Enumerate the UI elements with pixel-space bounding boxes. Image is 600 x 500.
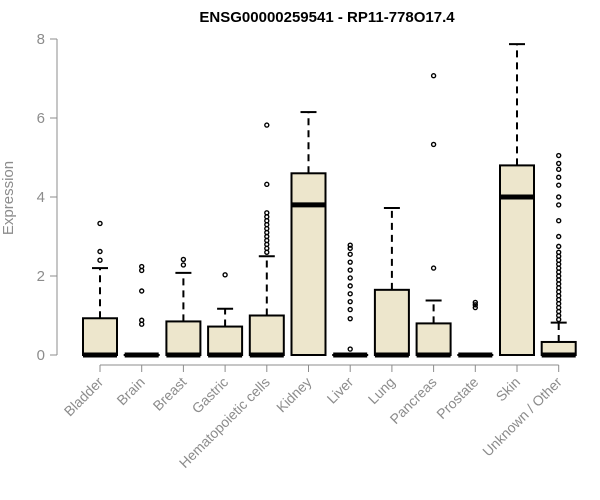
box-prostate [457,299,494,358]
y-tick-label: 8 [37,31,45,48]
outlier-point [556,166,562,173]
box-rect [415,322,452,356]
x-tick-label: Breast [150,374,190,414]
box-brain [123,263,160,358]
outlier-point [472,304,478,311]
y-axis-label: Expression [0,161,17,235]
x-tick-label: Prostate [433,374,481,422]
x-tick-label: Lung [365,374,398,407]
outlier-point [97,257,103,263]
x-tick-label: Unknown / Other [479,374,565,460]
outlier-point [472,299,478,306]
outlier-point [347,315,353,322]
box-gastric [207,272,244,358]
x-tick-label: Brain [113,374,147,408]
outlier-point [138,317,145,323]
outlier-point [430,73,437,79]
box-rect [207,325,244,356]
outlier-point [347,298,353,305]
box-bladder [82,220,118,358]
outlier-point [556,160,562,167]
outlier-point [222,272,228,278]
outlier-point [347,291,353,297]
y-tick-label: 4 [37,189,45,206]
box-series [82,43,577,358]
chart-title: ENSG00000259541 - RP11-778O17.4 [199,9,455,26]
box-rect [290,172,327,356]
outlier-point [180,256,187,263]
x-tick-label: Liver [324,374,357,407]
outlier-point [180,262,187,268]
box-skin [499,43,535,356]
y-tick-label: 2 [37,268,45,285]
y-tick-label: 0 [37,347,45,364]
outlier-point [138,288,145,294]
outlier-point [138,263,145,270]
outlier-point [556,152,562,159]
outlier-point [347,259,353,265]
outlier-point [347,275,353,281]
outlier-point [264,122,270,128]
outlier-point [430,141,437,148]
outlier-point [556,202,562,208]
box-rect [499,164,535,356]
box-rect [248,314,285,356]
box-unknown-other [540,152,577,358]
box-rect [82,317,118,357]
outlier-point [556,182,562,188]
outlier-point [556,174,562,180]
outlier-point [347,283,353,289]
outlier-point [430,265,437,271]
outlier-point [556,243,562,250]
outlier-point [347,267,353,273]
outlier-point [347,346,353,352]
outlier-point [556,194,562,200]
outlier-point [97,248,103,255]
outlier-point [347,242,353,248]
box-rect [165,320,202,356]
box-liver [332,242,369,358]
outlier-point [556,233,562,240]
box-rect [373,288,410,357]
box-lung [373,207,410,358]
box-breast [165,256,202,358]
x-tick-label: Bladder [61,374,107,420]
outlier-point [264,181,270,188]
box-hematopoietic-cells [248,122,285,358]
outlier-point [347,306,353,313]
y-tick-label: 6 [37,110,45,127]
outlier-point [556,217,562,224]
outlier-point [97,220,103,227]
outlier-point [347,245,353,252]
outlier-point [264,210,270,216]
x-tick-label: Skin [493,374,524,405]
outlier-point [472,302,478,308]
box-kidney [290,111,327,356]
outlier-point [347,251,353,257]
box-pancreas [415,73,452,358]
x-tick-label: Kidney [273,374,315,416]
y-axis: 0 2 4 6 8 [37,31,58,364]
outlier-point [556,249,562,256]
